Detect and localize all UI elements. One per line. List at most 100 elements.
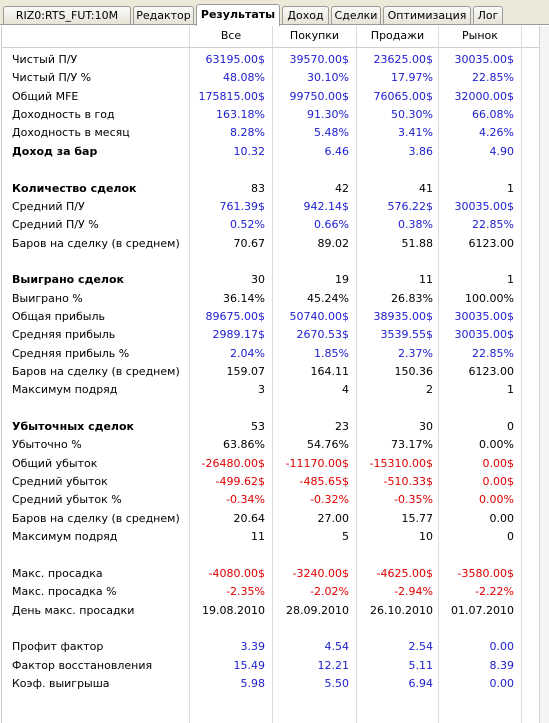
table-row: Максимум подряд 11 5 10 0 [2,528,540,546]
row-label: Баров на сделку (в среднем) [12,236,180,250]
cell-market: 22.85% [472,346,514,360]
cell-buys: 27.00 [317,511,350,525]
cell-sells: 26.10.2010 [370,603,433,617]
row-label: Баров на сделку (в среднем) [12,365,180,378]
column-header-buys: Покупки [289,29,340,42]
cell-all: 70.67 [233,236,266,250]
cell-market: 22.85% [472,71,514,85]
cell-market: 66.08% [472,108,514,122]
cell-market: 100.00% [465,291,514,305]
cell-sells: 2.37% [398,346,433,360]
cell-buys: 5.50 [324,676,350,690]
table-row: Выиграно % 36.14% 45.24% 26.83% 100.00% [2,290,540,308]
column-divider [521,26,522,723]
cell-market: 22.85% [472,218,514,232]
cell-all: 89675.00$ [205,309,266,323]
row-label: Средний убыток [12,475,108,489]
table-row: Средний убыток % -0.34% -0.32% -0.35% 0.00% [2,491,540,509]
spacer-row [2,161,540,179]
cell-market: 0.00 [489,676,515,690]
row-label: Выиграно сделок [12,273,125,287]
cell-buys: 91.30% [307,108,349,122]
cell-market: 30035.00$ [454,328,515,342]
cell-market: 0.00 [489,511,515,525]
tab-bar: RIZ0:RTS_FUT:10M Редактор Результаты Дох… [0,0,549,26]
cell-all: 63.86% [223,438,265,452]
tab-editor[interactable]: Редактор [133,6,194,24]
column-divider [356,26,357,723]
row-label: Макс. просадка % [12,585,117,599]
column-divider [438,26,439,723]
cell-sells: 576.22$ [387,199,434,213]
cell-all: 36.14% [223,291,265,305]
column-header-sells: Продажи [370,29,425,42]
cell-sells: 150.36 [394,365,434,378]
cell-all: 10.32 [233,144,266,158]
row-label: Средний убыток % [12,493,122,507]
row-label: Общая прибыль [12,309,105,323]
cell-buys: 19 [335,273,349,287]
cell-sells: 41 [419,181,433,195]
cell-sells: -15310.00$ [369,456,433,470]
table-row: Чистый П/У 63195.00$ 39570.00$ 23625.00$ 300… [2,51,540,69]
row-label: Убыточно % [12,438,82,452]
cell-market: 32000.00$ [454,89,515,103]
tab-log[interactable]: Лог [473,6,503,24]
row-label: Максимум подряд [12,383,118,397]
cell-market: 0.00 [489,640,515,654]
cell-sells: 3.86 [408,144,434,158]
row-label: Баров на сделку (в среднем) [12,511,180,525]
cell-market: 0.00% [479,493,514,507]
cell-sells: 11 [419,273,433,287]
cell-sells: 3.41% [398,126,433,140]
cell-market: 4.90 [489,144,515,158]
cell-buys: 28.09.2010 [286,603,349,617]
row-label: Профит фактор [12,640,104,654]
table-row: Чистый П/У % 48.08% 30.10% 17.97% 22.85% [2,69,540,87]
cell-buys: 164.11 [310,365,350,378]
tab-income[interactable]: Доход [282,6,329,24]
cell-buys: 30.10% [307,71,349,85]
cell-all: -0.34% [226,493,265,507]
table-row: Убыточных сделок 53 23 30 0 [2,418,540,436]
spacer-row [2,253,540,271]
row-label: Общий MFE [12,89,79,103]
table-row: Фактор восстановления 15.49 12.21 5.11 8.39 [2,657,540,675]
cell-sells: 76065.00$ [373,89,434,103]
cell-sells: 6.94 [408,676,434,690]
tab-trades[interactable]: Сделки [331,6,381,24]
cell-all: 63195.00$ [205,53,266,66]
cell-sells: 17.97% [391,71,433,85]
table-row: Средняя прибыль % 2.04% 1.85% 2.37% 22.85% [2,345,540,363]
cell-market: 0 [507,420,514,433]
results-table: Все Покупки Продажи Рынок Чистый П/У 6319… [1,26,540,723]
row-label: Чистый П/У % [12,71,92,85]
cell-buys: 6.46 [324,144,350,158]
row-label: Доходность в месяц [12,126,130,140]
cell-sells: 23625.00$ [373,53,434,66]
cell-all: 5.98 [240,676,266,690]
cell-all: 30 [251,273,265,287]
cell-market: 1 [507,273,514,287]
cell-all: 20.64 [233,511,266,525]
cell-all: 83 [251,181,265,195]
cell-market: 6123.00 [468,365,515,378]
table-row: Средняя прибыль 2989.17$ 2670.53$ 3539.55$ 3… [2,326,540,344]
cell-all: 0.52% [230,218,265,232]
cell-all: 11 [251,530,265,544]
column-header-all: Все [220,29,242,42]
tab-results[interactable]: Результаты [196,4,280,26]
cell-market: 0 [507,530,514,544]
cell-buys: -2.02% [310,585,349,599]
table-row: Общий убыток -26480.00$ -11170.00$ -15310.0… [2,455,540,473]
table-row: Макс. просадка -4080.00$ -3240.00$ -4625.00… [2,565,540,583]
tab-optimization[interactable]: Оптимизация [383,6,471,24]
row-label: Фактор восстановления [12,658,153,672]
cell-sells: 3539.55$ [380,328,434,342]
row-label: Макс. просадка [12,566,103,580]
table-row: Средний убыток -499.62$ -485.65$ -510.33$ 0.… [2,473,540,491]
cell-buys: -11170.00$ [285,456,349,470]
cell-sells: 26.83% [391,291,433,305]
cell-sells: 15.77 [401,511,434,525]
tab-chart-riz0[interactable]: RIZ0:RTS_FUT:10M [3,6,131,24]
